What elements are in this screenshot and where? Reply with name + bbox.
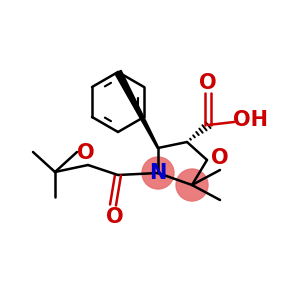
Circle shape	[142, 157, 174, 189]
Text: O: O	[106, 207, 124, 227]
Text: N: N	[149, 163, 167, 183]
Text: O: O	[199, 73, 217, 93]
Text: O: O	[77, 143, 95, 163]
Polygon shape	[115, 70, 159, 148]
Text: OH: OH	[233, 110, 268, 130]
Text: O: O	[211, 148, 229, 168]
Circle shape	[176, 169, 208, 201]
